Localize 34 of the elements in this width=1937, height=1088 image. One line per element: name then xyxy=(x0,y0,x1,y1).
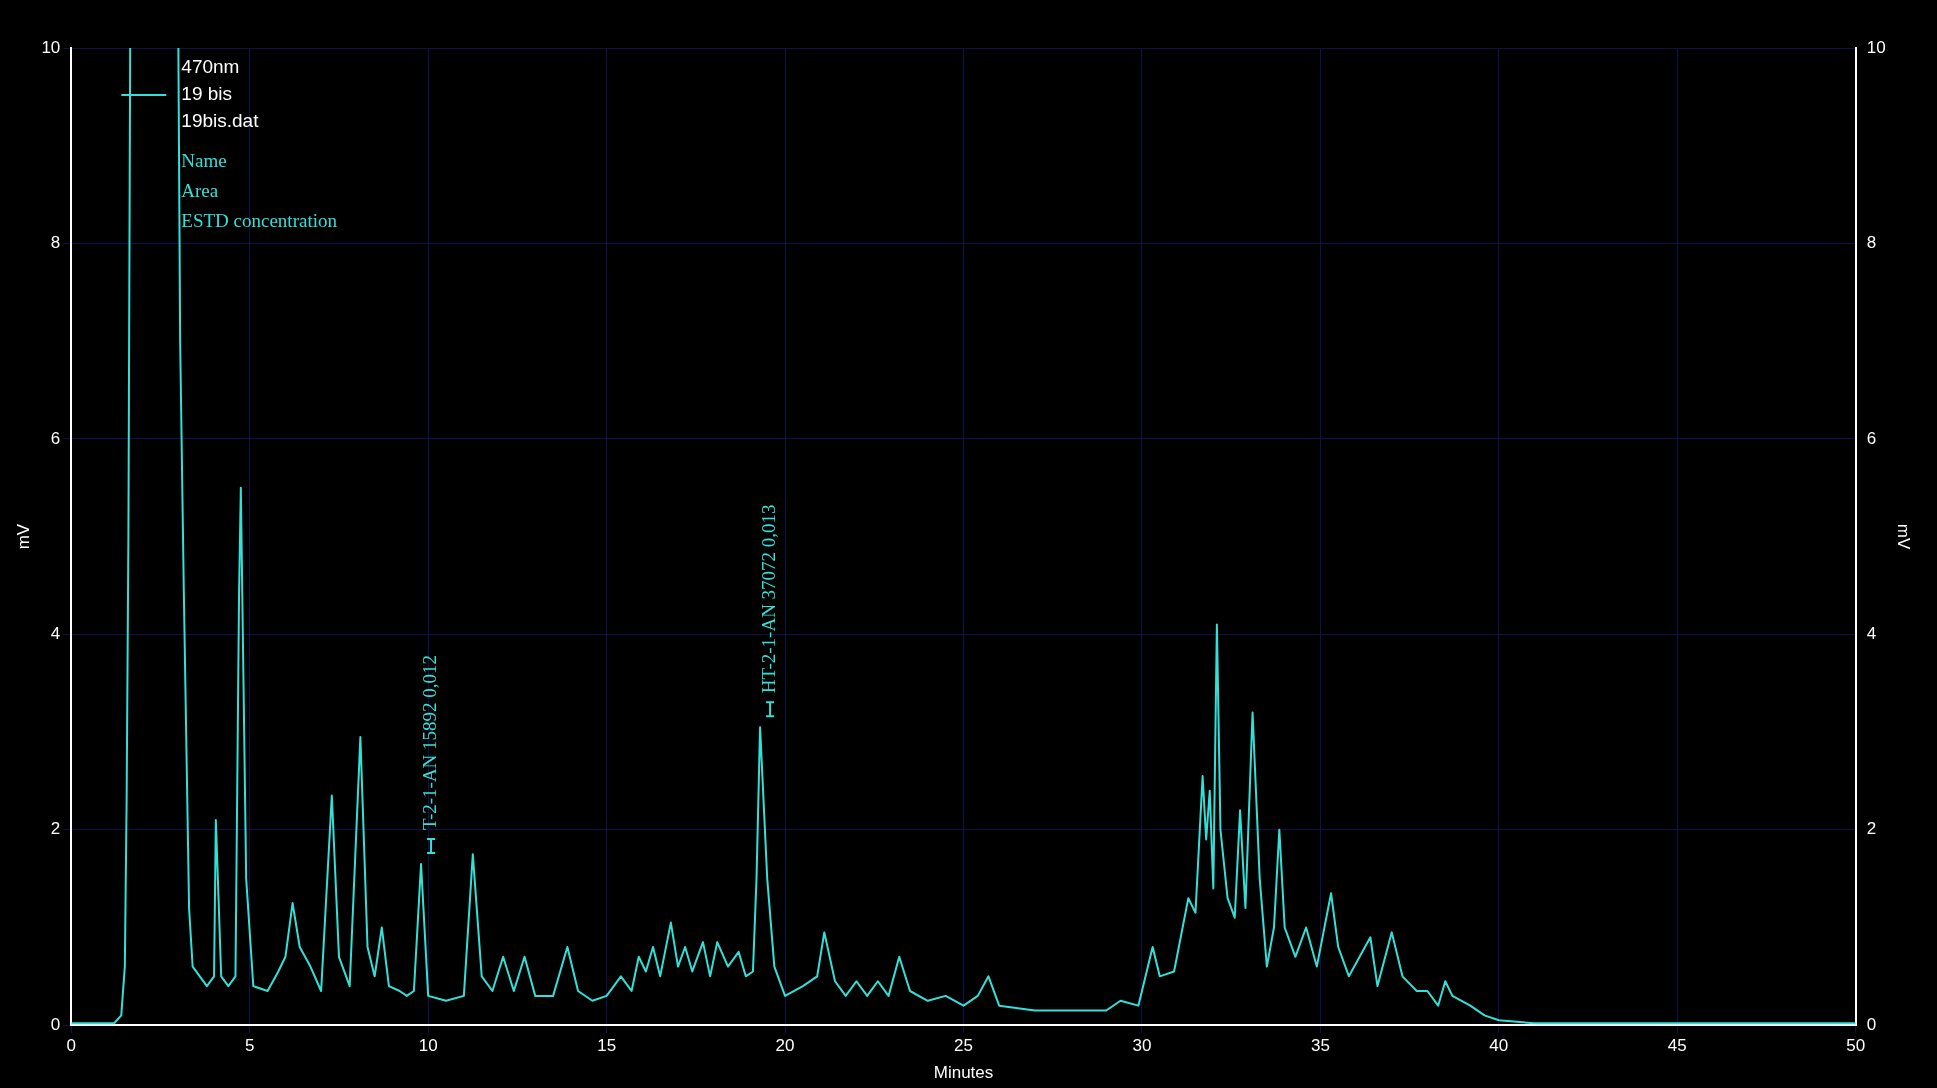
x-tick-label: 20 xyxy=(775,1036,795,1056)
y-tick-label: 8 xyxy=(50,233,61,253)
y-tick-label: 2 xyxy=(50,819,61,839)
y2-axis-title: mV xyxy=(1894,523,1914,551)
y2-tick-label: 0 xyxy=(1866,1014,1877,1034)
annotation: HT-2-1-AN 37072 0,013 xyxy=(758,504,780,694)
x-tick-label: 5 xyxy=(245,1036,255,1056)
y-tick-label: 6 xyxy=(50,428,61,448)
y2-tick-label: 4 xyxy=(1866,624,1877,644)
legend-label: 19 bis xyxy=(181,83,233,105)
x-tick-label: 0 xyxy=(66,1036,77,1056)
y-tick-label: 10 xyxy=(41,37,61,57)
y2-tick-label: 10 xyxy=(1866,37,1886,57)
x-tick-label: 15 xyxy=(597,1036,617,1056)
x-tick-label: 10 xyxy=(418,1036,438,1056)
x-tick-label: 45 xyxy=(1667,1036,1687,1056)
x-tick-label: 40 xyxy=(1489,1036,1509,1056)
y-tick-label: 4 xyxy=(50,624,61,644)
annotation: Name xyxy=(181,149,227,171)
annotation: Area xyxy=(181,179,219,201)
annotation: ESTD concentration xyxy=(181,209,338,231)
y2-tick-label: 6 xyxy=(1866,428,1877,448)
y-tick-label: 0 xyxy=(50,1014,61,1034)
y2-tick-label: 2 xyxy=(1866,819,1877,839)
legend-title: 470nm xyxy=(181,56,240,78)
x-tick-label: 25 xyxy=(954,1036,973,1056)
y2-tick-label: 8 xyxy=(1866,233,1877,253)
text: 19bis.dat xyxy=(181,110,260,132)
annotation: T-2-1-AN 15892 0,012 xyxy=(419,654,441,830)
x-tick-label: 50 xyxy=(1846,1036,1866,1056)
x-axis-title: Minutes xyxy=(933,1063,994,1083)
x-tick-label: 35 xyxy=(1310,1036,1330,1056)
x-tick-label: 30 xyxy=(1132,1036,1152,1056)
y-axis-title: mV xyxy=(13,523,33,550)
